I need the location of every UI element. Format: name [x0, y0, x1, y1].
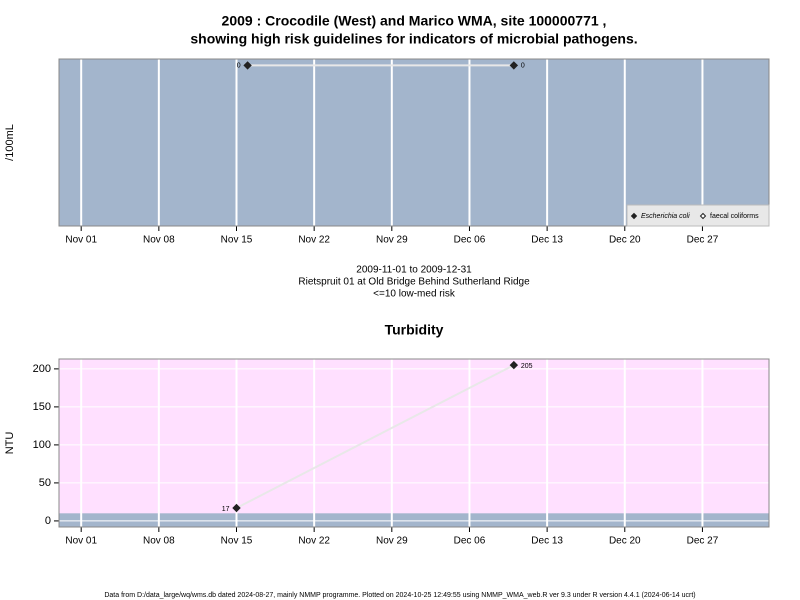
y-tick-label: 200 — [33, 363, 51, 375]
x-tick-label: Nov 01 — [65, 235, 97, 246]
legend-marker — [630, 212, 638, 220]
legend-marker — [699, 212, 707, 220]
x-tick-label: Nov 08 — [143, 536, 175, 547]
data-point — [509, 360, 519, 370]
data-point — [232, 503, 241, 513]
x-tick-label: Dec 27 — [687, 235, 719, 246]
data-point — [509, 61, 519, 70]
x-tick-label: Nov 08 — [143, 235, 175, 246]
y-axis-label: NTU — [4, 432, 16, 455]
x-tick-label: Nov 29 — [376, 536, 408, 547]
annotation: <=10 low-med risk — [373, 289, 456, 300]
x-tick-label: Nov 22 — [298, 235, 330, 246]
data-point — [243, 61, 252, 70]
x-tick-label: Nov 22 — [298, 536, 330, 547]
legend: Escherichia coli faecal coliforms — [626, 204, 770, 227]
data-label: 17 — [222, 506, 230, 513]
data-label: 0 — [237, 62, 241, 69]
data-label: 205 — [521, 363, 533, 370]
chart-title: Turbidity — [385, 322, 444, 338]
series-line — [236, 364, 515, 509]
x-tick-label: Dec 13 — [531, 536, 563, 547]
annotation: 2009-11-01 to 2009-12-31 — [356, 265, 472, 276]
chart-title: showing high risk guidelines for indicat… — [190, 31, 637, 47]
plot-background — [59, 59, 769, 226]
y-tick-label: 50 — [39, 477, 51, 489]
x-tick-label: Dec 06 — [454, 235, 486, 246]
risk-band — [59, 513, 769, 527]
x-tick-label: Nov 29 — [376, 235, 408, 246]
y-tick-label: 100 — [33, 439, 51, 451]
data-label: 0 — [521, 62, 525, 69]
x-tick-label: Dec 06 — [454, 536, 486, 547]
x-tick-label: Nov 01 — [65, 536, 97, 547]
x-tick-label: Nov 15 — [221, 235, 253, 246]
y-tick-label: 0 — [45, 515, 51, 527]
plot-frame — [58, 358, 770, 528]
plot-frame — [58, 58, 770, 227]
legend-box — [626, 204, 770, 227]
x-tick-label: Dec 20 — [609, 536, 641, 547]
x-tick-label: Dec 27 — [687, 536, 719, 547]
legend-label: Escherichia coli — [641, 213, 690, 220]
plot-background — [59, 359, 769, 527]
y-axis-label: /100mL — [4, 124, 16, 161]
annotation: Rietspruit 01 at Old Bridge Behind Suthe… — [298, 277, 530, 288]
y-tick-label: 150 — [33, 401, 51, 413]
footer: Data from D:/data_large/wq/wms.db dated … — [104, 592, 695, 599]
x-tick-label: Dec 20 — [609, 235, 641, 246]
chart-title: 2009 : Crocodile (West) and Marico WMA, … — [222, 13, 607, 29]
legend-label: faecal coliforms — [710, 213, 759, 220]
x-tick-label: Nov 15 — [221, 536, 253, 547]
x-tick-label: Dec 13 — [531, 235, 563, 246]
